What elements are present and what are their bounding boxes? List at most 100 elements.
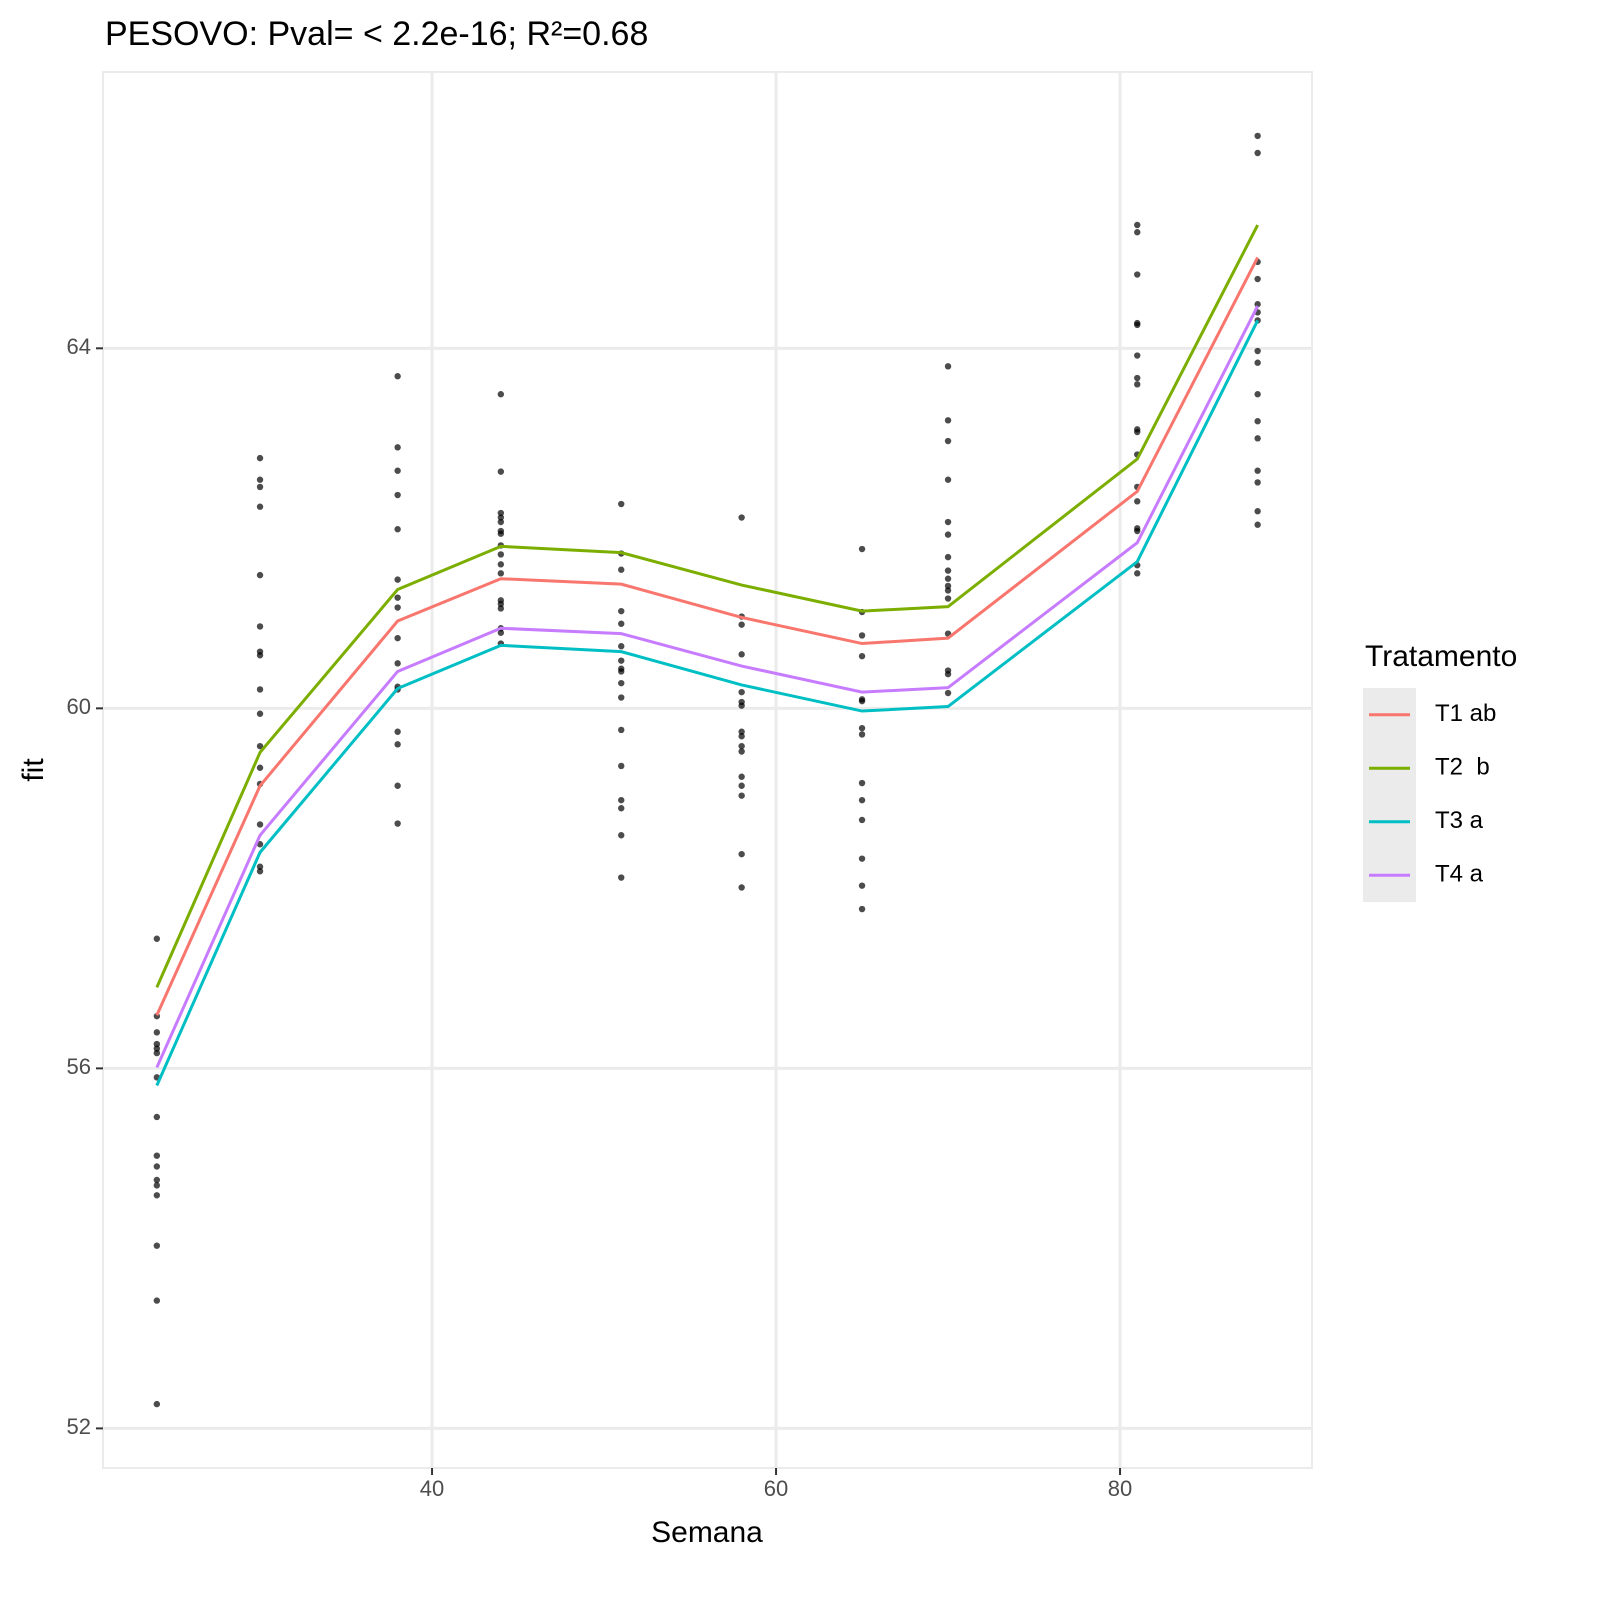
x-tick-label: 80 — [1108, 1476, 1132, 1501]
point — [256, 483, 264, 491]
point — [256, 454, 264, 462]
point — [858, 652, 866, 660]
point — [1254, 391, 1261, 398]
point — [944, 518, 952, 526]
point — [153, 1163, 161, 1170]
point — [858, 905, 866, 913]
point — [738, 773, 745, 780]
point — [738, 850, 745, 858]
legend-label: T1 ab — [1435, 700, 1496, 727]
point — [256, 652, 264, 659]
point — [1254, 132, 1261, 140]
point — [858, 796, 866, 804]
point — [858, 724, 866, 732]
point — [256, 868, 264, 875]
point — [738, 702, 745, 709]
point — [256, 710, 264, 717]
point — [394, 728, 401, 735]
point — [738, 733, 745, 740]
point — [153, 1242, 161, 1249]
point — [944, 553, 952, 561]
point — [497, 530, 505, 537]
point — [394, 741, 401, 748]
point — [256, 764, 264, 771]
point — [153, 1176, 161, 1184]
point — [618, 566, 625, 573]
series-line — [155, 319, 1259, 1087]
point — [1134, 570, 1141, 577]
point — [153, 935, 161, 942]
point — [618, 805, 625, 812]
point — [738, 742, 745, 750]
point — [858, 882, 866, 889]
point — [394, 782, 401, 789]
point — [944, 595, 952, 602]
point — [256, 503, 264, 510]
point — [497, 551, 505, 558]
point — [944, 417, 952, 424]
point — [394, 467, 401, 474]
point — [394, 820, 401, 827]
point — [618, 668, 625, 675]
point — [1254, 521, 1261, 528]
point — [858, 697, 866, 705]
series-line — [155, 256, 1259, 1016]
point — [618, 832, 625, 839]
point — [738, 688, 745, 696]
point — [944, 363, 952, 370]
point — [256, 742, 264, 750]
point — [497, 514, 505, 521]
point — [394, 576, 401, 583]
point — [153, 1297, 161, 1304]
point — [256, 821, 264, 828]
point — [858, 731, 866, 738]
point — [618, 874, 625, 881]
panel — [102, 71, 1313, 1469]
point — [153, 1049, 161, 1057]
point — [1134, 271, 1141, 278]
point — [394, 594, 401, 601]
point — [497, 605, 505, 612]
point — [618, 657, 625, 664]
point — [618, 643, 625, 650]
point — [1134, 381, 1141, 388]
point — [944, 582, 952, 590]
series-line — [155, 305, 1259, 1069]
point — [1134, 374, 1141, 382]
point — [944, 670, 952, 678]
point — [944, 437, 952, 445]
chart-title: PESOVO: Pval= < 2.2e-16; R²=0.68 — [105, 15, 648, 53]
point — [738, 782, 745, 789]
point — [394, 634, 401, 642]
point — [1254, 508, 1261, 515]
point — [497, 518, 505, 526]
y-tick-label: 60 — [67, 694, 91, 719]
point — [497, 391, 505, 398]
legend-title: Tratamento — [1365, 640, 1517, 673]
point — [153, 1192, 161, 1199]
y-tick-label: 64 — [67, 334, 91, 359]
point — [618, 607, 625, 615]
point — [944, 567, 952, 574]
point — [738, 621, 745, 628]
point — [858, 816, 866, 824]
point — [1134, 221, 1141, 229]
point — [497, 561, 505, 568]
legend-label: T3 a — [1435, 807, 1484, 834]
legend-label: T2 b — [1435, 754, 1490, 781]
point — [944, 531, 952, 538]
point — [394, 491, 401, 499]
x-tick-label: 40 — [420, 1476, 444, 1501]
y-axis-title: fit — [17, 758, 50, 782]
point — [1254, 418, 1261, 425]
legend-key-background — [1363, 688, 1416, 902]
point — [256, 623, 264, 630]
y-tick-label: 56 — [67, 1054, 91, 1079]
point — [858, 855, 866, 862]
point — [1254, 435, 1261, 442]
y-tick-label: 52 — [67, 1414, 91, 1439]
point — [618, 762, 625, 770]
point — [1134, 229, 1141, 236]
point — [1134, 352, 1141, 359]
